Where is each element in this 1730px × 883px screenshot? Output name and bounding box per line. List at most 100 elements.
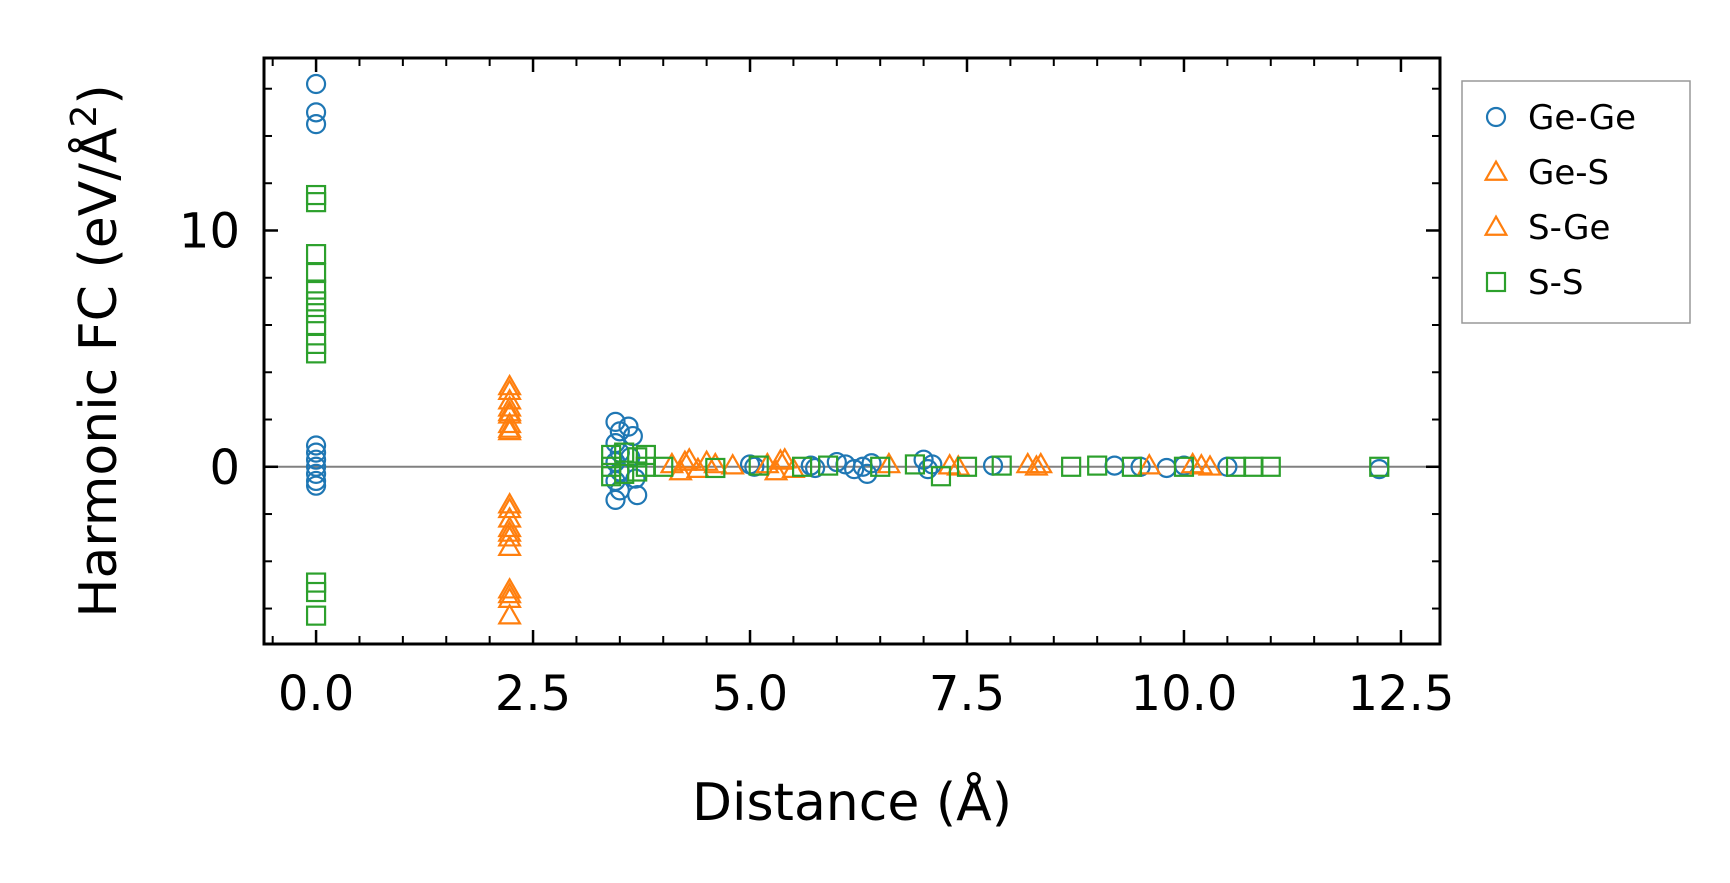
legend-item-ge-s: Ge-S: [1483, 153, 1609, 193]
y-axis-label-close: ): [69, 84, 129, 104]
legend-box: [1461, 80, 1691, 324]
data-point-s-s: [818, 455, 839, 476]
data-point-ge-s: [497, 418, 522, 441]
data-point-ge-ge: [744, 456, 765, 477]
series-s-s: [305, 184, 1390, 626]
data-point-ge-ge: [305, 102, 327, 123]
data-point-ge-ge: [305, 475, 327, 496]
data-point-s-s: [791, 456, 813, 477]
x-tick-labels: 0.0 2.5 5.0 7.5 10.0 12.5: [278, 666, 1454, 722]
data-point-ge-ge: [305, 449, 327, 470]
x-tick-label: 10.0: [1131, 666, 1238, 722]
data-point-s-ge: [497, 416, 522, 438]
x-tick-label: 0.0: [278, 666, 354, 722]
x-tick-label: 12.5: [1348, 666, 1455, 722]
y-tick-label: 0: [209, 440, 240, 496]
data-point-ge-s: [1024, 454, 1049, 476]
legend-label: S-Ge: [1528, 208, 1610, 248]
y-tick-label: 10: [179, 203, 240, 259]
legend-marker-ge-s: [1483, 159, 1509, 181]
data-point-ge-s: [763, 458, 789, 481]
data-point-ge-s: [677, 447, 702, 469]
data-point-s-ge: [768, 448, 793, 470]
data-point-s-ge: [497, 492, 522, 514]
data-point-ge-ge: [857, 463, 878, 484]
data-point-s-s: [601, 466, 622, 487]
data-point-ge-s: [720, 453, 745, 475]
data-point-s-s: [653, 456, 674, 477]
data-point-s-ge: [497, 520, 522, 542]
data-point-s-s: [305, 192, 327, 213]
plot-area-frame: [262, 56, 1442, 646]
data-point-s-s: [305, 279, 327, 300]
data-point-s-s: [956, 456, 978, 477]
data-point-s-s: [991, 455, 1012, 476]
data-point-ge-s: [685, 456, 711, 479]
data-point-ge-s: [497, 603, 522, 625]
legend-item-s-s: S-S: [1485, 263, 1583, 303]
data-point-ge-ge: [305, 114, 327, 135]
y-axis-label-main: Harmonic FC (eV/Å: [67, 127, 129, 618]
y-tick-labels: 0 10: [179, 203, 240, 495]
data-point-ge-ge: [305, 463, 327, 484]
data-point-s-s: [1173, 456, 1195, 477]
data-point-s-s: [1369, 456, 1390, 477]
data-point-ge-ge: [605, 489, 626, 510]
data-point-ge-ge: [305, 73, 327, 95]
data-point-s-s: [305, 343, 327, 364]
legend-marker-s-ge: [1483, 214, 1509, 236]
series-ge-ge: [305, 73, 1390, 510]
legend-item-s-ge: S-Ge: [1483, 208, 1610, 248]
data-point-ge-ge: [625, 468, 646, 489]
data-point-ge-ge: [618, 416, 639, 437]
data-point-s-s: [1260, 456, 1281, 477]
legend-label: Ge-S: [1528, 153, 1609, 193]
legend-label: S-S: [1528, 263, 1583, 303]
data-point-ge-ge: [844, 459, 865, 480]
data-point-s-s: [305, 605, 327, 626]
data-point-s-s: [870, 456, 891, 477]
data-point-s-s: [930, 466, 952, 487]
data-point-ge-s: [497, 577, 522, 599]
x-tick-label: 5.0: [712, 666, 788, 722]
data-point-ge-s: [497, 411, 522, 434]
data-point-s-s: [305, 581, 327, 603]
data-point-s-s: [1061, 456, 1082, 477]
data-point-s-s: [1087, 455, 1108, 476]
data-point-ge-s: [1197, 454, 1223, 476]
legend-label: Ge-Ge: [1528, 98, 1636, 138]
data-point-ge-s: [772, 447, 797, 469]
data-point-ge-s: [497, 534, 522, 556]
data-point-ge-s: [497, 388, 522, 410]
data-point-s-ge: [703, 451, 728, 474]
data-point-s-s: [601, 444, 622, 466]
legend-items: Ge-Ge Ge-S S-Ge S-S: [1483, 98, 1636, 303]
data-point-s-s: [305, 303, 327, 324]
data-points: [305, 73, 1390, 626]
data-point-s-s: [635, 444, 656, 466]
y-axis-label-superscript: 2: [64, 105, 105, 128]
x-axis-label: Distance (Å): [692, 771, 1012, 833]
legend-marker-s-s: [1485, 271, 1507, 293]
data-point-s-ge: [672, 449, 698, 471]
data-point-ge-ge: [305, 435, 327, 456]
y-axis-label: Harmonic FC (eV/Å2): [64, 84, 129, 617]
x-tick-label: 2.5: [495, 666, 571, 722]
data-point-s-ge: [497, 581, 522, 604]
data-point-ge-s: [1137, 453, 1162, 475]
legend: Ge-Ge Ge-S S-Ge S-S: [1461, 80, 1691, 324]
data-point-ge-ge: [305, 442, 327, 463]
data-point-s-ge: [497, 373, 522, 396]
data-point-s-s: [614, 442, 635, 463]
data-point-s-s: [748, 455, 769, 476]
data-point-ge-ge: [605, 411, 626, 432]
data-point-s-s: [705, 457, 726, 479]
data-point-s-s: [1121, 456, 1142, 477]
axis-ticks: [264, 58, 1440, 644]
data-point-ge-s: [497, 525, 522, 547]
data-point-s-s: [614, 463, 635, 484]
data-point-s-s: [305, 291, 327, 312]
data-point-s-s: [305, 262, 327, 284]
